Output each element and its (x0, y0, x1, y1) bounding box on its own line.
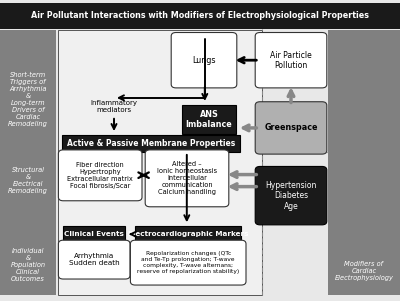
Text: Individual
&
Population
Clinical
Outcomes: Individual & Population Clinical Outcome… (10, 248, 46, 282)
Text: ANS
Imbalance: ANS Imbalance (186, 110, 232, 129)
Text: Greenspace: Greenspace (264, 123, 318, 132)
FancyBboxPatch shape (130, 240, 246, 285)
Text: Clinical Events: Clinical Events (64, 231, 124, 237)
FancyBboxPatch shape (255, 166, 327, 225)
FancyBboxPatch shape (328, 30, 400, 295)
FancyBboxPatch shape (145, 150, 229, 207)
FancyBboxPatch shape (62, 135, 240, 152)
FancyBboxPatch shape (255, 102, 327, 154)
Text: Structural
&
Electrical
Remodeling: Structural & Electrical Remodeling (8, 167, 48, 194)
Text: Altered –
Ionic homeostasis
Intercellular
communication
Calcium handling: Altered – Ionic homeostasis Intercellula… (157, 161, 217, 195)
Text: Repolarization changes (QTc
and Te-Tp prolongation; T-wave
complexity, T-wave al: Repolarization changes (QTc and Te-Tp pr… (137, 251, 239, 274)
FancyBboxPatch shape (0, 3, 400, 29)
Text: Arrhythmia
Sudden death: Arrhythmia Sudden death (69, 253, 120, 266)
Text: Fiber direction
Hypertrophy
Extracellular matrix
Focal fibrosis/Scar: Fiber direction Hypertrophy Extracellula… (67, 162, 133, 189)
FancyBboxPatch shape (0, 30, 56, 295)
Text: Electrocardiographic Markers: Electrocardiographic Markers (128, 231, 248, 237)
Text: Lungs: Lungs (192, 56, 216, 65)
Text: Inflammatory
mediators: Inflammatory mediators (90, 100, 138, 113)
FancyBboxPatch shape (63, 226, 125, 242)
FancyBboxPatch shape (58, 240, 130, 279)
FancyBboxPatch shape (135, 226, 241, 242)
FancyBboxPatch shape (171, 33, 237, 88)
Text: Short-term
Triggers of
Arrhythmia
&
Long-term
Drivers of
Cardiac
Remodeling: Short-term Triggers of Arrhythmia & Long… (8, 72, 48, 127)
Text: Air Pollutant Interactions with Modifiers of Electrophysiological Properties: Air Pollutant Interactions with Modifier… (31, 11, 369, 20)
Text: Air Particle
Pollution: Air Particle Pollution (270, 51, 312, 70)
FancyBboxPatch shape (58, 150, 142, 201)
FancyBboxPatch shape (255, 33, 327, 88)
Text: Active & Passive Membrane Properties: Active & Passive Membrane Properties (67, 139, 235, 148)
Text: Hypertension
Diabetes
Age: Hypertension Diabetes Age (265, 181, 317, 211)
FancyBboxPatch shape (182, 105, 236, 134)
Text: Modifiers of
Cardiac
Electrophysiology: Modifiers of Cardiac Electrophysiology (334, 261, 394, 281)
FancyBboxPatch shape (58, 30, 262, 295)
